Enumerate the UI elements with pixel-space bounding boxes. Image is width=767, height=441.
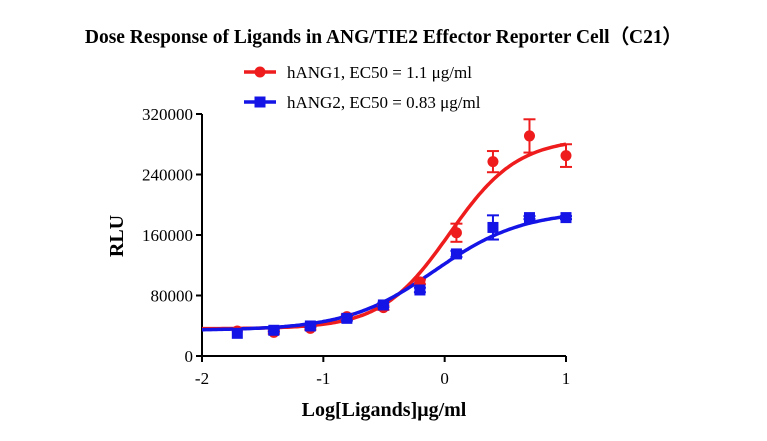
legend-marker-1	[254, 66, 266, 78]
y-tick-label: 0	[185, 347, 194, 366]
y-tick-label: 320000	[142, 105, 193, 124]
data-point-1	[450, 227, 462, 239]
y-tick-label: 240000	[142, 166, 193, 185]
data-point-2	[450, 248, 462, 260]
x-tick-label: 1	[562, 369, 571, 388]
y-tick-label: 160000	[142, 226, 193, 245]
y-tick-label: 80000	[151, 287, 194, 306]
legend-label-1: hANG1, EC50 = 1.1 μg/ml	[287, 63, 472, 82]
x-axis-label: Log[Ligands]μg/ml	[302, 399, 467, 421]
data-point-2	[560, 212, 572, 224]
chart-title: Dose Response of Ligands in ANG/TIE2 Eff…	[84, 27, 683, 48]
data-point-2	[414, 284, 426, 296]
legend-marker-2	[254, 96, 266, 108]
data-point-2	[487, 221, 499, 233]
data-point-2	[304, 320, 316, 332]
x-tick-label: -1	[316, 369, 330, 388]
y-axis-label: RLU	[106, 215, 128, 257]
data-point-2	[377, 299, 389, 311]
data-point-1	[560, 150, 572, 162]
data-point-2	[523, 212, 535, 224]
legend-label-2: hANG2, EC50 = 0.83 μg/ml	[287, 93, 481, 112]
data-point-2	[268, 324, 280, 336]
x-tick-label: -2	[195, 369, 209, 388]
data-point-2	[231, 327, 243, 339]
data-point-1	[523, 130, 535, 142]
x-tick-label: 0	[440, 369, 449, 388]
data-point-1	[487, 156, 499, 168]
data-point-2	[341, 312, 353, 324]
